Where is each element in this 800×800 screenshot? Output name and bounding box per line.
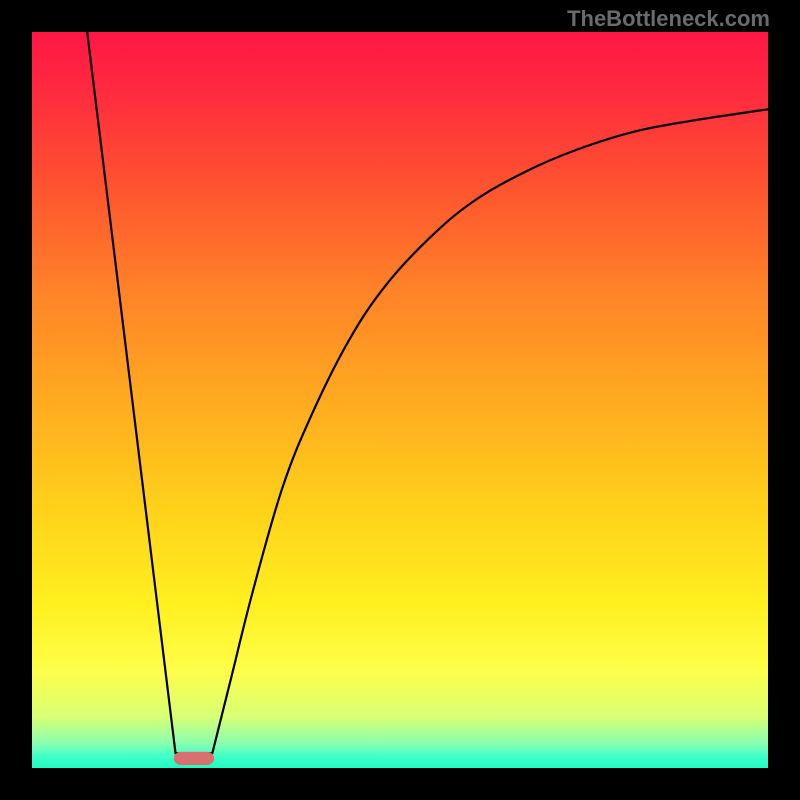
chart-container: { "canvas": { "width": 800, "height": 80…	[0, 0, 800, 800]
bottleneck-chart	[0, 0, 800, 800]
optimal-marker	[174, 752, 214, 765]
plot-gradient-background	[32, 32, 768, 768]
watermark-text: TheBottleneck.com	[567, 6, 770, 32]
